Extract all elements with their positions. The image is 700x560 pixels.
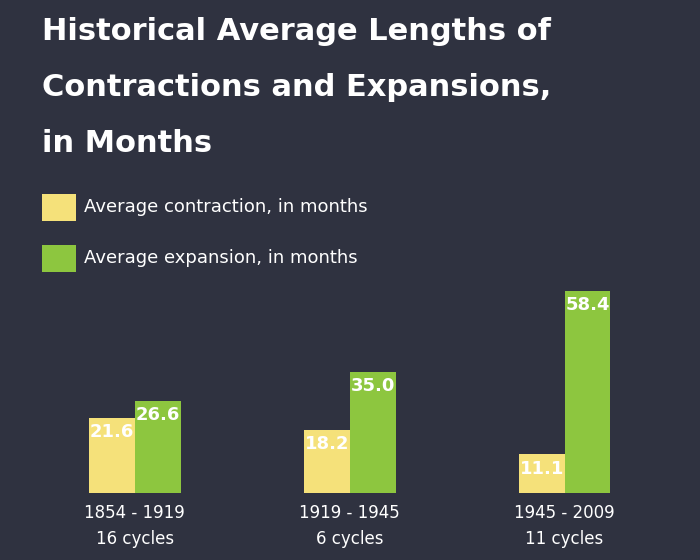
Bar xyxy=(304,430,350,493)
Bar xyxy=(350,372,395,493)
Text: Historical Average Lengths of: Historical Average Lengths of xyxy=(42,17,551,46)
Text: Average contraction, in months: Average contraction, in months xyxy=(84,198,368,216)
Text: 26.6: 26.6 xyxy=(136,406,180,424)
Bar xyxy=(89,418,135,493)
Bar xyxy=(519,454,565,493)
Bar xyxy=(135,401,181,493)
Text: Average expansion, in months: Average expansion, in months xyxy=(84,249,358,267)
Text: 35.0: 35.0 xyxy=(351,377,395,395)
Text: Contractions and Expansions,: Contractions and Expansions, xyxy=(42,73,552,102)
Text: 18.2: 18.2 xyxy=(304,435,349,453)
Text: in Months: in Months xyxy=(42,129,212,158)
Text: 11.1: 11.1 xyxy=(519,460,564,478)
Bar xyxy=(565,291,610,493)
Text: 21.6: 21.6 xyxy=(90,423,134,441)
Text: 58.4: 58.4 xyxy=(565,296,610,314)
